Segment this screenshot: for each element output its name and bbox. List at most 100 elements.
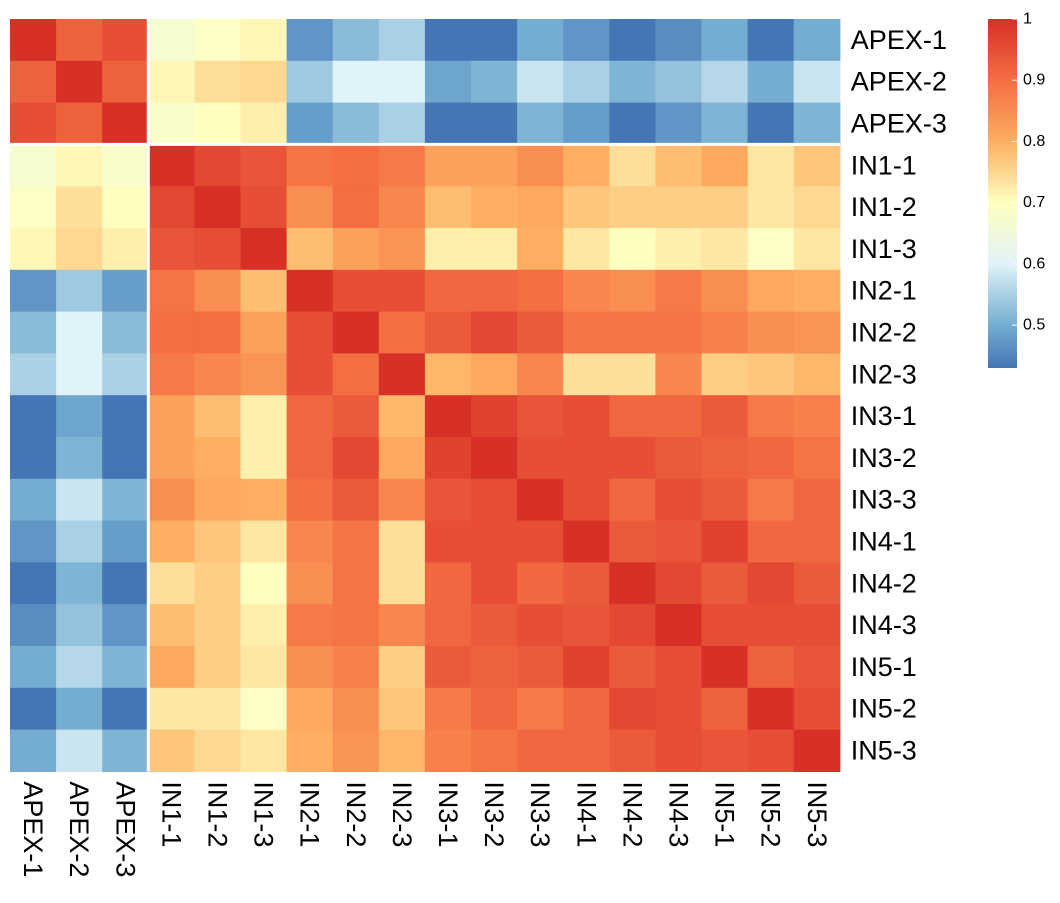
heatmap-cell	[609, 604, 656, 647]
heatmap-cell	[378, 604, 426, 647]
heatmap-cell	[793, 478, 841, 522]
heatmap-cell	[56, 646, 103, 689]
heatmap-cell	[56, 395, 103, 438]
heatmap-cell	[56, 687, 103, 731]
heatmap-cell	[793, 60, 841, 104]
column-labels: APEX-1 APEX-2 APEX-3 IN1-1 IN1-2 IN1-3 IN2-1 IN…	[18, 781, 832, 877]
heatmap-cell	[240, 478, 288, 522]
column-label: IN4-2	[617, 781, 647, 847]
heatmap-cell	[424, 60, 472, 104]
column-label: IN1-3	[249, 781, 279, 847]
heatmap-cell	[471, 60, 518, 104]
heatmap-cell	[102, 269, 149, 313]
heatmap-cell	[102, 562, 149, 605]
heatmap-cell	[240, 604, 288, 647]
heatmap-cell	[148, 60, 195, 104]
heatmap-cell	[148, 646, 195, 689]
heatmap-cell	[655, 395, 703, 438]
heatmap-cell	[56, 186, 103, 229]
heatmap-cell	[517, 437, 564, 480]
heatmap-cell	[793, 353, 841, 396]
heatmap-cell	[332, 144, 380, 187]
heatmap-cell	[517, 562, 564, 605]
heatmap-cell	[240, 437, 288, 480]
heatmap-cell	[194, 478, 242, 522]
heatmap-cell	[148, 102, 195, 145]
heatmap-cell	[286, 646, 334, 689]
heatmap-cell	[517, 269, 564, 313]
legend-color-bar	[988, 19, 1017, 368]
heatmap-cell	[793, 520, 841, 563]
heatmap-cell	[563, 729, 610, 772]
row-labels: APEX-1 APEX-2 APEX-3 IN1-1 IN1-2 IN1-3 IN2-1 IN…	[851, 25, 947, 766]
heatmap-cell	[609, 478, 656, 522]
heatmap-cell	[793, 311, 841, 354]
heatmap-cell	[286, 687, 334, 731]
heatmap-cell	[148, 562, 195, 605]
heatmap-cell	[471, 144, 518, 187]
heatmap-cell	[332, 562, 380, 605]
column-label: APEX-1	[18, 781, 48, 877]
heatmap-cell	[701, 729, 749, 772]
heatmap-cell	[332, 102, 380, 145]
heatmap-cell	[701, 102, 749, 145]
heatmap-cell	[378, 478, 426, 522]
heatmap-cell	[609, 729, 656, 772]
heatmap-cell	[793, 604, 841, 647]
heatmap-cell	[240, 687, 288, 731]
heatmap-cell	[332, 395, 380, 438]
heatmap-cell	[793, 437, 841, 480]
heatmap-cell	[194, 311, 242, 354]
heatmap-cell	[563, 687, 610, 731]
heatmap-cell	[701, 562, 749, 605]
heatmap-cell	[747, 311, 795, 354]
row-label: IN5-3	[851, 736, 917, 766]
heatmap-cell	[655, 228, 703, 271]
heatmap-cell	[655, 60, 703, 104]
heatmap-cell	[424, 144, 472, 187]
heatmap-cell	[148, 478, 195, 522]
column-label: IN1-1	[156, 781, 186, 847]
heatmap-cell	[332, 311, 380, 354]
heatmap-cell	[102, 604, 149, 647]
heatmap-cell	[793, 646, 841, 689]
heatmap-cell	[609, 102, 656, 145]
heatmap-cell	[240, 19, 288, 62]
heatmap-cell	[701, 144, 749, 187]
heatmap-cell	[701, 269, 749, 313]
row-label: APEX-3	[851, 109, 947, 139]
heatmap-cell	[701, 353, 749, 396]
heatmap-cell	[655, 19, 703, 62]
row-label: IN3-2	[851, 443, 917, 473]
heatmap-cell	[517, 144, 564, 187]
heatmap-cell	[194, 729, 242, 772]
heatmap-cell	[286, 353, 334, 396]
heatmap-cells	[10, 19, 841, 772]
heatmap-cell	[563, 186, 610, 229]
heatmap-cell	[240, 311, 288, 354]
heatmap-cell	[747, 228, 795, 271]
heatmap-cell	[609, 353, 656, 396]
heatmap-cell	[148, 311, 195, 354]
heatmap-cell	[517, 19, 564, 62]
heatmap-cell	[471, 604, 518, 647]
heatmap-cell	[148, 520, 195, 563]
heatmap-cell	[793, 186, 841, 229]
heatmap-cell	[102, 729, 149, 772]
heatmap-cell	[471, 19, 518, 62]
heatmap-cell	[102, 19, 149, 62]
heatmap-cell	[517, 311, 564, 354]
heatmap-cell	[701, 395, 749, 438]
heatmap-cell	[286, 729, 334, 772]
heatmap-cell	[424, 311, 472, 354]
heatmap-cell	[471, 186, 518, 229]
column-label: APEX-3	[110, 781, 140, 877]
heatmap-cell	[471, 646, 518, 689]
heatmap-cell	[609, 269, 656, 313]
heatmap-cell	[240, 395, 288, 438]
heatmap-cell	[655, 687, 703, 731]
heatmap-cell	[56, 311, 103, 354]
heatmap-cell	[56, 478, 103, 522]
heatmap-cell	[793, 395, 841, 438]
